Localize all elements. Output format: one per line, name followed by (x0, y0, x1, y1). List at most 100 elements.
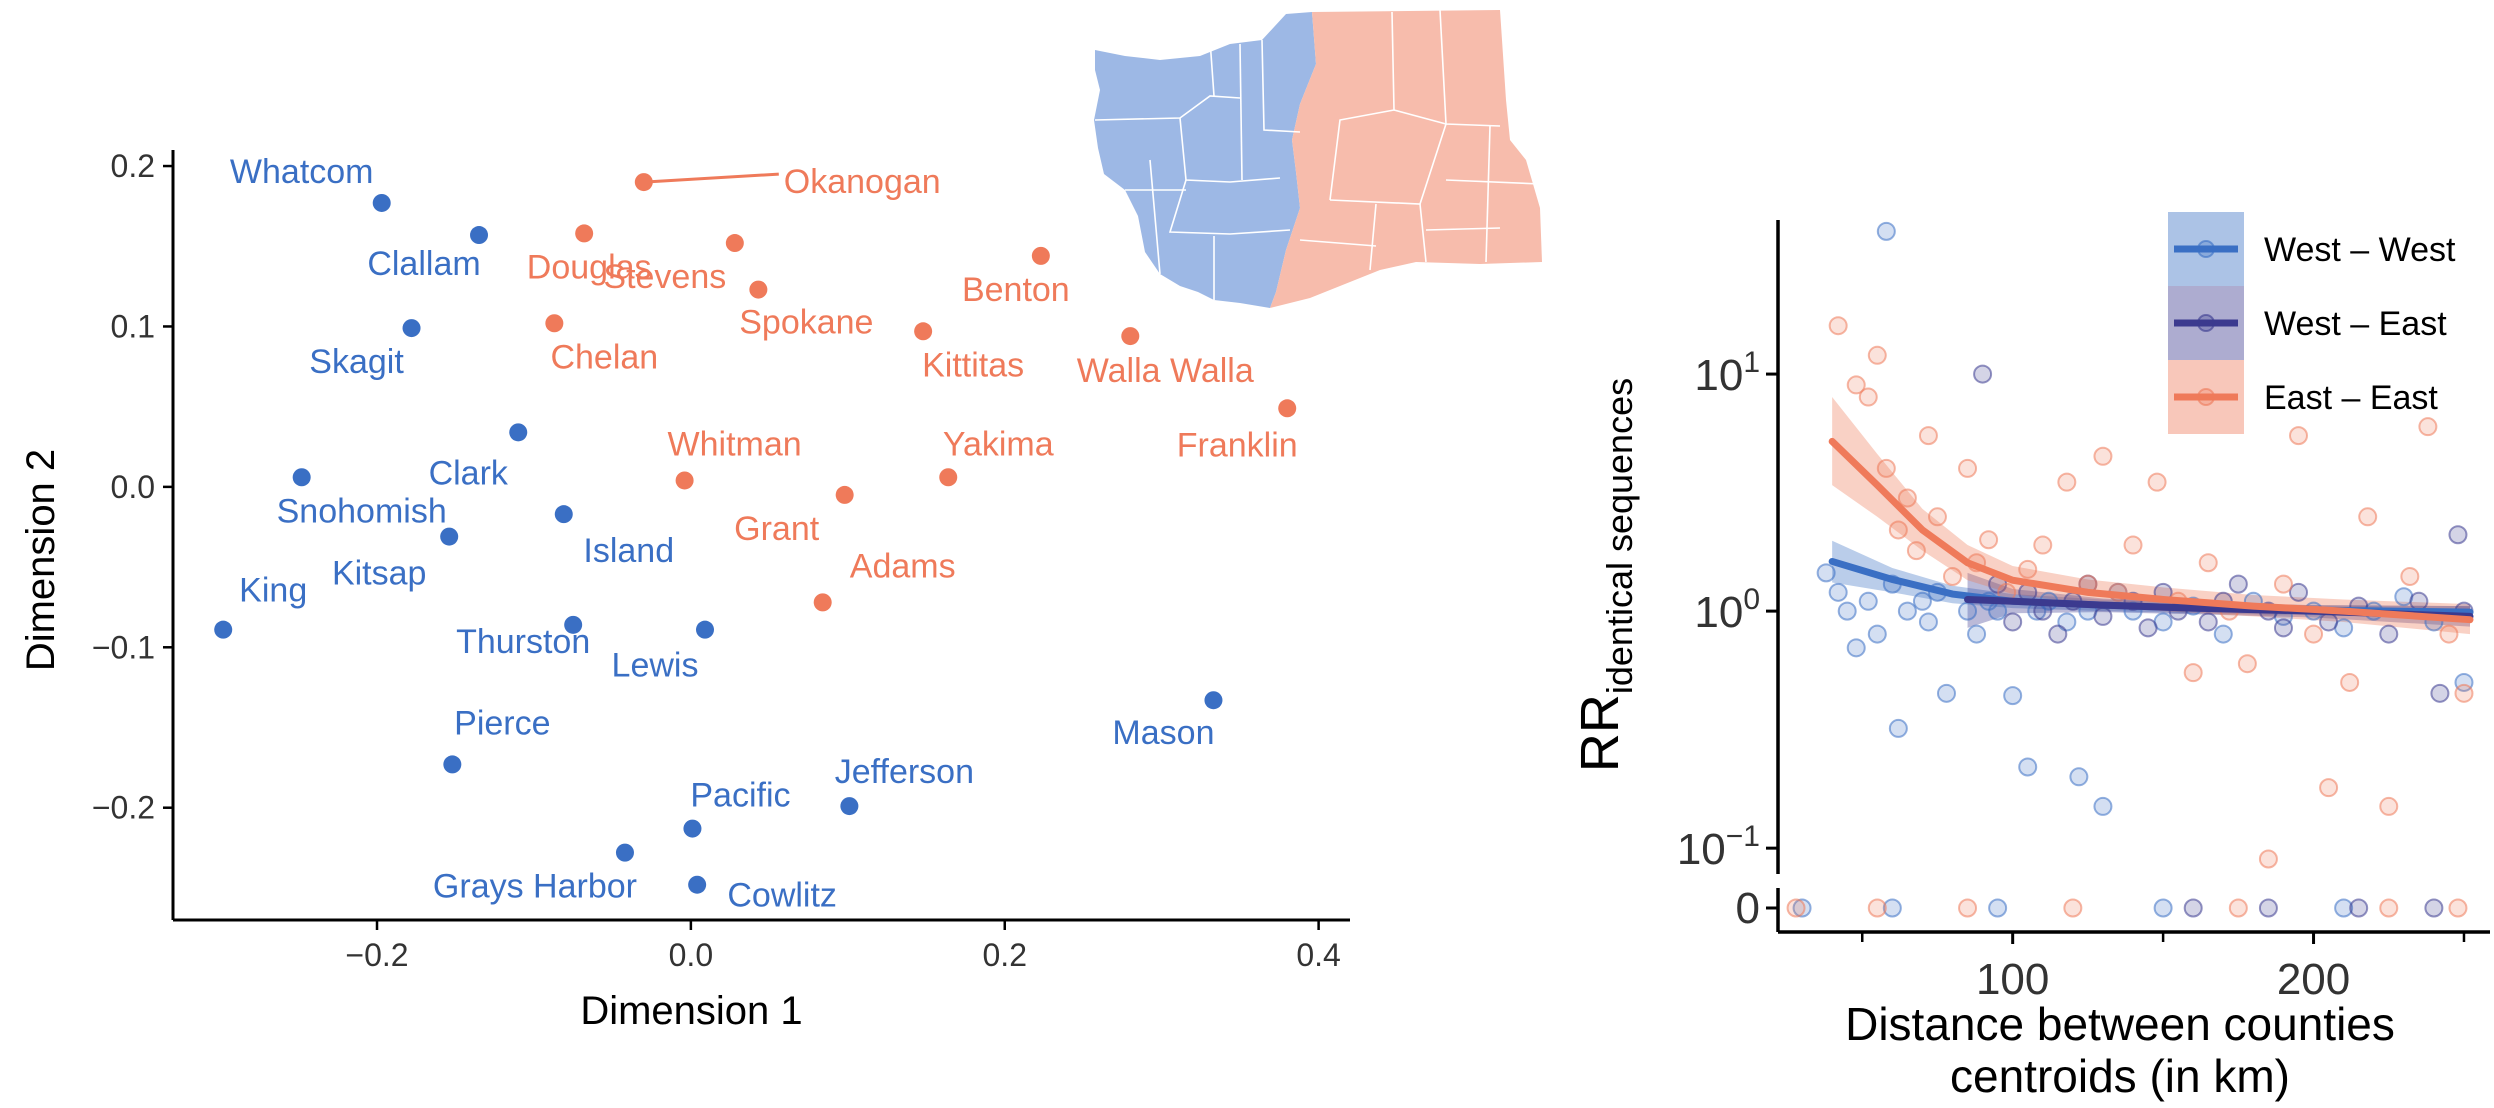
point-ee (2289, 426, 2309, 446)
x-axis-title-line1: Distance between counties (1845, 998, 2395, 1050)
washington-map-east (1270, 10, 1542, 308)
point-we (2289, 582, 2309, 602)
point-pierce (443, 755, 462, 774)
point-we (2138, 618, 2158, 638)
point-label-okanogan: Okanogan (784, 163, 941, 201)
point-label-grant: Grant (734, 510, 820, 548)
point-spokane (749, 280, 768, 299)
point-lewis (696, 620, 715, 639)
point-ww (1967, 624, 1987, 644)
point-label-stevens: Stevens (603, 258, 726, 296)
point-ee (2237, 654, 2257, 674)
x-axis-title-line2: centroids (in km) (1950, 1050, 2290, 1102)
point-ee (2319, 778, 2339, 798)
point-ee (2304, 624, 2324, 644)
point-douglas (575, 224, 594, 243)
point-ee (1786, 898, 1806, 918)
washington-map-west (1094, 12, 1316, 308)
point-okanogan (634, 173, 653, 192)
point-label-mason: Mason (1112, 714, 1214, 752)
point-label-walla-walla: Walla Walla (1077, 352, 1254, 390)
point-ww (1792, 898, 1812, 918)
x-tick-label: 0.2 (983, 937, 1027, 973)
legend-label-we: West – East (2264, 305, 2447, 343)
okanogan-leader-line (643, 172, 779, 184)
point-ww (1912, 591, 1932, 611)
point-benton (1031, 246, 1050, 265)
point-kitsap (440, 527, 459, 546)
point-label-pacific: Pacific (690, 777, 790, 815)
point-ww (1988, 601, 2008, 621)
point-label-pierce: Pierce (454, 704, 550, 742)
point-label-kittitas: Kittitas (922, 346, 1024, 384)
point-clark (509, 423, 528, 442)
point-we (2409, 591, 2429, 611)
point-ee (2228, 898, 2248, 918)
point-label-spokane: Spokane (739, 304, 873, 342)
point-ee (1958, 898, 1978, 918)
point-ww (2153, 898, 2173, 918)
point-ee (1927, 507, 1947, 527)
y-axis-title: Dimension 2 (19, 449, 63, 671)
point-we (2003, 612, 2023, 632)
legend-point-we (2197, 314, 2215, 332)
point-label-king: King (239, 572, 307, 610)
point-label-benton: Benton (962, 271, 1070, 309)
left-axes: −0.2 0.0 0.2 0.4 0.2 0.1 0.0 −0.1 −0.2 Dimension … (19, 148, 1350, 1033)
point-ee (1858, 387, 1878, 407)
point-ww (2334, 898, 2354, 918)
y-tick-label: 10−1 (1677, 820, 1760, 874)
point-clallam (470, 226, 489, 245)
point-label-chelan: Chelan (550, 338, 658, 376)
point-label-clark: Clark (429, 454, 509, 492)
point-ee (1906, 541, 1926, 561)
point-ww (1828, 582, 1848, 602)
point-snohomish (292, 468, 311, 487)
point-ee (2340, 672, 2360, 692)
y-tick-label: 0.0 (111, 469, 155, 505)
point-ww (1897, 601, 1917, 621)
point-ww (1816, 563, 1836, 583)
point-we (2319, 612, 2339, 632)
y-tick-label: 101 (1694, 346, 1760, 400)
point-walla-walla (1121, 327, 1140, 346)
point-ee (2147, 472, 2167, 492)
point-cowlitz (688, 875, 707, 894)
point-label-whitman: Whitman (668, 425, 802, 463)
rr-distance-chart: 100 200 101 100 10−1 0 Distance between counti… (1570, 212, 2490, 1102)
x-tick-label: −0.2 (345, 937, 408, 973)
point-ee (1958, 458, 1978, 478)
point-we (2430, 683, 2450, 703)
point-label-yakima: Yakima (943, 425, 1054, 463)
point-label-cowlitz: Cowlitz (727, 877, 837, 915)
point-jefferson (840, 797, 859, 816)
point-ee (2439, 624, 2459, 644)
legend-point-ee (2197, 388, 2215, 406)
point-king (214, 620, 233, 639)
point-ww (1888, 718, 1908, 738)
point-ww (1867, 624, 1887, 644)
point-ww (1846, 638, 1866, 658)
y-tick-label: −0.1 (92, 629, 155, 665)
point-label-skagit: Skagit (309, 343, 404, 381)
point-ee (1846, 375, 1866, 395)
point-ee (2057, 472, 2077, 492)
point-kittitas (914, 322, 933, 341)
x-tick-label: 0.4 (1296, 937, 1340, 973)
x-tick-label: 200 (2277, 955, 2350, 1004)
washington-map-inset (1094, 9, 1542, 308)
point-ee (2358, 507, 2378, 527)
point-franklin (1278, 399, 1297, 418)
point-ee (2418, 417, 2438, 437)
point-ww (1837, 601, 1857, 621)
point-ee (1943, 566, 1963, 586)
y-axis-title: RRidentical sequences (1570, 378, 1640, 772)
point-island (554, 505, 573, 524)
point-grant (835, 485, 854, 504)
point-ee (2400, 566, 2420, 586)
point-yakima (939, 468, 958, 487)
point-we (2093, 606, 2113, 626)
point-ee (2033, 535, 2053, 555)
point-ee (2454, 683, 2474, 703)
